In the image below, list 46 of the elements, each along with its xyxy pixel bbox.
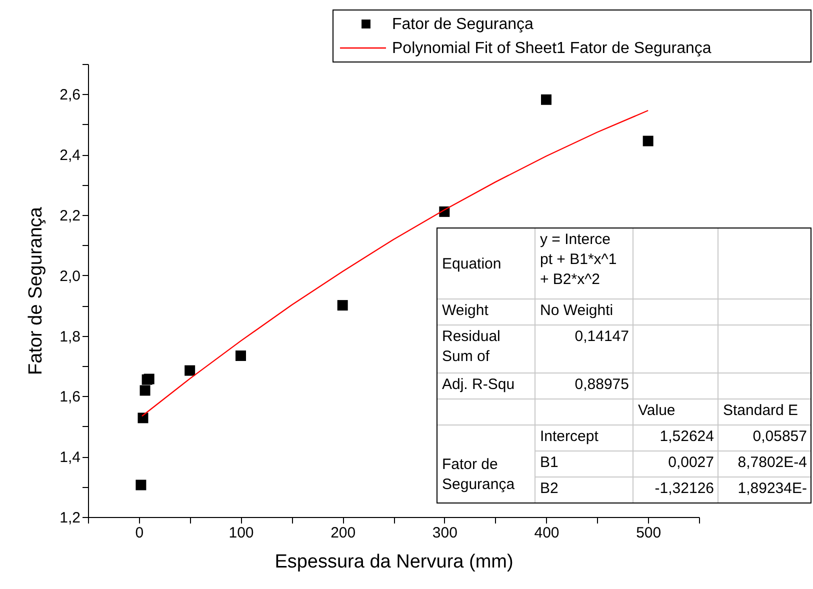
text: 0,05857 — [752, 428, 807, 445]
x-tick-label: 500 — [636, 524, 662, 542]
legend-label: Polynomial Fit of Sheet1 Fator de Segurança — [392, 40, 712, 57]
annotation: -1,32126 — [654, 480, 714, 497]
annotation: y = Interce pt + B1*x^1 + B2*x^2 — [540, 231, 617, 288]
annotation: Residual Sum of — [442, 328, 500, 365]
x-tick-label: 100 — [228, 524, 254, 542]
text: 8,7802E-4 — [738, 454, 807, 471]
annotation: No Weighti — [540, 302, 614, 319]
point — [136, 480, 146, 490]
point — [541, 94, 552, 105]
point — [184, 365, 196, 376]
y-tick-label: 2,6 — [60, 86, 80, 104]
y-tick-label: 1,8 — [60, 328, 80, 346]
annotation: 0,0027 — [668, 454, 714, 471]
annotation: B1 — [540, 454, 558, 471]
text: Standard E — [723, 402, 798, 419]
annotation: Fator de Segurança — [442, 456, 516, 493]
point — [642, 136, 654, 146]
y-tick-label: 2,4 — [60, 147, 80, 164]
x-axis-title: Espessura da Nervura (mm) — [274, 552, 514, 572]
annotation: 1,52624 — [660, 428, 714, 445]
y-tick-label: 2,0 — [60, 268, 80, 285]
annotation: Value — [638, 402, 676, 419]
point — [337, 300, 348, 311]
y-axis-title: Fator de Segurança — [26, 206, 47, 375]
annotation: 0,14147 — [574, 328, 629, 345]
x-tick-label: 200 — [330, 524, 356, 542]
x-tick-label: 300 — [432, 524, 458, 542]
text: 1,89234E- — [738, 480, 807, 497]
y-tick-label: 1,2 — [60, 510, 80, 526]
annotation: B2 — [540, 480, 558, 497]
legend-label: Fator de Segurança — [392, 16, 534, 33]
annotation: Intercept — [540, 428, 600, 445]
point — [138, 412, 148, 424]
annotation: Equation — [442, 256, 502, 272]
point — [236, 350, 246, 361]
x-tick-label: 400 — [534, 524, 560, 542]
x-tick-label: 0 — [135, 524, 144, 542]
annotation: Adj. R-Squ — [442, 376, 515, 393]
y-tick-label: 1,4 — [60, 449, 80, 466]
y-tick-label: 2,2 — [60, 208, 80, 224]
annotation: Weight — [442, 302, 490, 319]
point — [140, 385, 150, 396]
annotation: 0,88975 — [574, 376, 629, 393]
y-tick-label: 1,6 — [60, 388, 80, 406]
